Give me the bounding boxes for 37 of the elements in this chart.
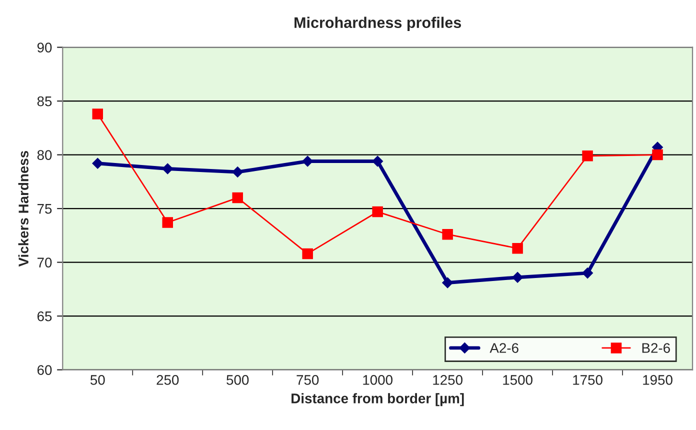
point xyxy=(232,166,244,178)
point xyxy=(92,158,104,169)
y-axis-title: Vickers Hardness xyxy=(18,150,28,267)
y-tick-label: 70 xyxy=(37,258,52,268)
point xyxy=(372,156,384,167)
x-tick-label: 750 xyxy=(296,375,319,385)
y-tick-label: 80 xyxy=(37,150,52,160)
point xyxy=(302,248,313,260)
point xyxy=(162,217,173,228)
point xyxy=(92,108,104,120)
point xyxy=(512,272,523,283)
point xyxy=(372,206,383,218)
y-tick-label: 85 xyxy=(37,96,52,106)
x-tick-label: 50 xyxy=(90,375,105,385)
x-tick-label: 1250 xyxy=(433,375,462,385)
y-tick-label: 60 xyxy=(37,365,52,375)
point xyxy=(652,149,663,160)
y-tick-label: 75 xyxy=(37,204,52,214)
point xyxy=(512,242,523,254)
point xyxy=(442,277,453,288)
x-tick-label: 250 xyxy=(156,375,179,385)
x-axis-title: Distance from border [µm] xyxy=(292,393,464,406)
x-tick-label: 1950 xyxy=(643,375,672,385)
x-tick-label: 1500 xyxy=(503,375,532,385)
point xyxy=(162,163,174,174)
y-tick-label: 65 xyxy=(37,311,52,322)
legend-label: A2-6 xyxy=(490,343,518,353)
point xyxy=(232,192,243,204)
legend-label: B2-6 xyxy=(642,343,670,353)
y-tick-label: 90 xyxy=(37,42,52,52)
point xyxy=(582,268,593,278)
x-tick-label: 1750 xyxy=(573,375,602,385)
point xyxy=(442,228,453,240)
point xyxy=(582,150,593,162)
chart-title: Microhardness profiles xyxy=(294,16,462,32)
x-tick-label: 500 xyxy=(226,375,249,385)
x-tick-label: 1000 xyxy=(363,375,392,385)
